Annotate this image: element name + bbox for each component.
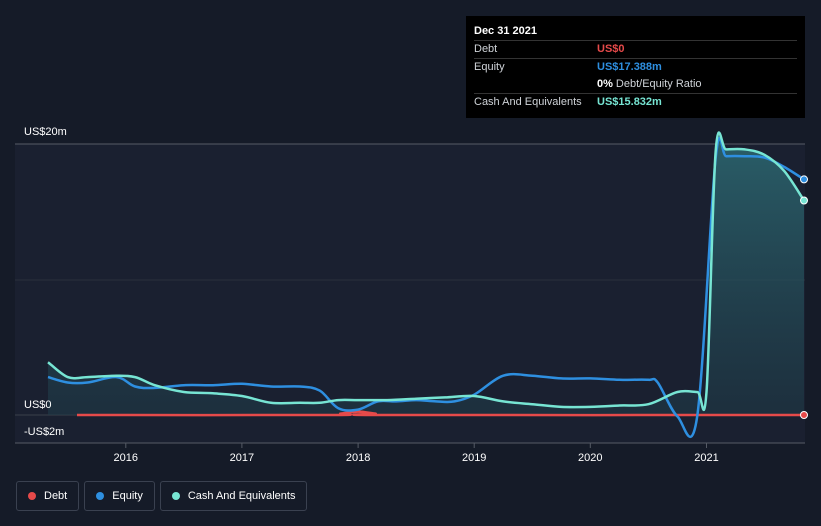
x-tick-label: 2016 (114, 452, 138, 464)
tooltip-row-equity: Equity US$17.388m (474, 58, 797, 76)
legend: Debt Equity Cash And Equivalents (16, 481, 312, 511)
tooltip-date: Dec 31 2021 (474, 25, 537, 37)
legend-item-cash[interactable]: Cash And Equivalents (159, 481, 308, 511)
tooltip-value: US$0 (597, 43, 625, 55)
legend-dot-icon (171, 492, 180, 500)
series-end-marker-cash-and-equivalents[interactable] (800, 196, 808, 205)
tooltip-label: Cash And Equivalents (474, 96, 582, 108)
tooltip-row-debt: Debt US$0 (474, 40, 797, 58)
legend-item-debt[interactable]: Debt (16, 481, 80, 511)
tooltip-value: 0% (597, 78, 613, 90)
legend-label: Debt (44, 490, 68, 502)
legend-label: Cash And Equivalents (187, 490, 296, 502)
series-line-equity (47, 136, 805, 438)
legend-dot-icon (96, 492, 105, 500)
y-tick-label-bottom: -US$2m (24, 426, 64, 438)
tooltip-label (474, 76, 597, 93)
legend-item-equity[interactable]: Equity (84, 481, 155, 511)
tooltip-value: US$15.832m (597, 96, 662, 108)
tooltip-label: Equity (474, 61, 505, 73)
series-line-cash-and-equivalents (47, 131, 806, 411)
tooltip-row-cash: Cash And Equivalents US$15.832m (474, 93, 797, 111)
series-end-marker-debt[interactable] (800, 411, 808, 419)
x-tick-label: 2020 (578, 452, 602, 464)
x-tick-label: 2021 (694, 452, 718, 464)
x-tick-label: 2017 (230, 452, 254, 464)
tooltip-extra: Debt/Equity Ratio (615, 78, 702, 90)
legend-dot-icon (28, 492, 36, 500)
series-area-cash-and-equivalents (48, 132, 804, 416)
y-tick-label-zero: US$0 (24, 399, 52, 411)
y-tick-label-top: US$20m (24, 126, 67, 138)
tooltip-value: US$17.388m (597, 61, 662, 73)
series-end-marker-equity[interactable] (800, 175, 808, 184)
tooltip-row-ratio: 0% Debt/Equity Ratio (474, 76, 797, 93)
x-tick-label: 2019 (462, 452, 486, 464)
series-line-debt (76, 410, 805, 417)
x-tick-label: 2018 (346, 452, 370, 464)
tooltip-panel: Dec 31 2021 Debt US$0 Equity US$17.388m … (466, 16, 805, 118)
legend-label: Equity (112, 490, 143, 502)
tooltip-label: Debt (474, 43, 498, 55)
